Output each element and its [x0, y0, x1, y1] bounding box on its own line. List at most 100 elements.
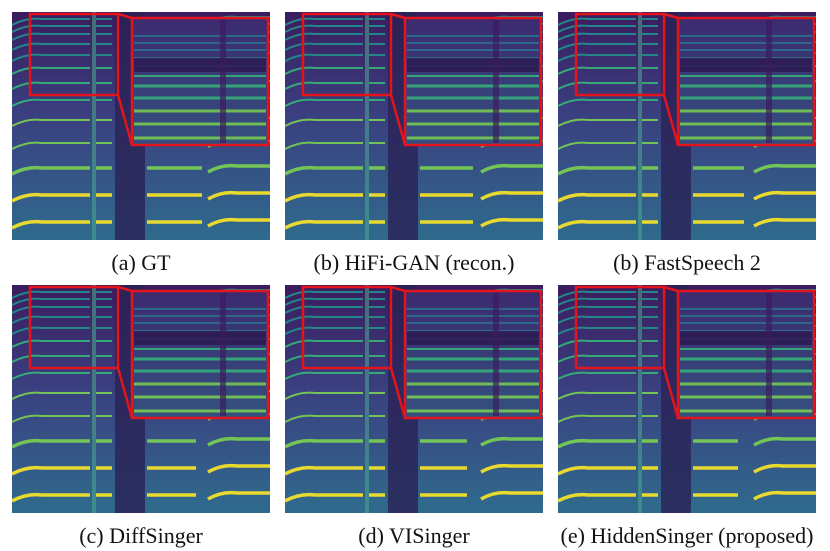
harmonic [285, 389, 543, 400]
inset-border [676, 289, 816, 420]
zoom-inset [132, 291, 268, 418]
inset-divider [493, 293, 499, 416]
harmonic [558, 369, 816, 380]
harmonic [285, 190, 543, 203]
zoom-source [301, 285, 393, 370]
harmonic [558, 139, 816, 150]
onset-band [92, 285, 96, 513]
zoom-source [28, 285, 120, 370]
harmonic [12, 463, 270, 476]
caption: (b) FastSpeech 2 [613, 250, 761, 275]
inset-border [676, 16, 816, 147]
zoom-connector [389, 367, 407, 419]
zoom-inset [678, 18, 814, 145]
inset-divider [493, 20, 499, 143]
harmonic [12, 412, 270, 423]
zoom-inset [132, 18, 268, 145]
zoom-connector [117, 12, 133, 20]
onset-band [638, 12, 642, 240]
harmonic [12, 139, 270, 150]
inset-bg [132, 291, 268, 418]
zoom-source [574, 12, 666, 97]
harmonic [285, 369, 543, 380]
harmonic [12, 389, 270, 400]
harmonic [558, 190, 816, 203]
spectrogram-panel [558, 12, 816, 240]
harmonic [285, 217, 543, 230]
inset-border [403, 289, 543, 420]
caption: (b) HiFi-GAN (recon.) [314, 250, 515, 275]
harmonic [558, 96, 816, 107]
harmonic [558, 490, 816, 503]
harmonic [285, 490, 543, 503]
zoom-source [574, 285, 666, 370]
zoom-connector [663, 12, 679, 20]
onset-band [92, 12, 96, 240]
harmonic [12, 217, 270, 230]
spectrogram-panel [285, 285, 543, 513]
inset-border [130, 16, 270, 147]
harmonic [285, 139, 543, 150]
inset-bg [405, 18, 541, 145]
inset-divider [766, 20, 772, 143]
harmonic [12, 163, 270, 176]
harmonic [558, 389, 816, 400]
zoom-connector [663, 285, 679, 293]
harmonic [285, 163, 543, 176]
harmonic [558, 463, 816, 476]
zoom-connector [389, 94, 407, 146]
zoom-inset [678, 291, 814, 418]
harmonic [558, 163, 816, 176]
zoom-source [301, 12, 393, 97]
harmonic [285, 96, 543, 107]
harmonic [285, 116, 543, 127]
zoom-connector [116, 94, 134, 146]
caption: (c) DiffSinger [79, 523, 203, 548]
harmonic [558, 436, 816, 449]
caption: (e) HiddenSinger (proposed) [561, 523, 814, 548]
zoom-connector [117, 285, 133, 293]
harmonic [12, 436, 270, 449]
inset-dark [134, 58, 266, 72]
inset-dark [134, 331, 266, 345]
inset-dark [407, 331, 539, 345]
harmonic [558, 412, 816, 423]
onset-band [638, 285, 642, 513]
inset-divider [220, 20, 226, 143]
harmonic [12, 190, 270, 203]
onset-band [365, 12, 369, 240]
harmonic [285, 412, 543, 423]
inset-divider [766, 293, 772, 416]
inset-bg [678, 18, 814, 145]
spectrogram-panel [12, 285, 270, 513]
inset-bg [132, 18, 268, 145]
inset-divider [220, 293, 226, 416]
caption: (a) GT [111, 250, 171, 275]
harmonic [12, 96, 270, 107]
zoom-inset [405, 291, 541, 418]
zoom-connector [390, 12, 406, 20]
zoom-connector [662, 367, 680, 419]
inset-dark [407, 58, 539, 72]
inset-dark [680, 331, 812, 345]
zoom-connector [390, 285, 406, 293]
inset-border [130, 289, 270, 420]
harmonic [285, 463, 543, 476]
harmonic [558, 116, 816, 127]
spectrogram-panel [12, 12, 270, 240]
inset-bg [678, 291, 814, 418]
onset-band [365, 285, 369, 513]
harmonic [12, 490, 270, 503]
harmonic [285, 436, 543, 449]
inset-border [403, 16, 543, 147]
caption: (d) VISinger [358, 523, 470, 548]
zoom-connector [662, 94, 680, 146]
harmonic [12, 116, 270, 127]
spectrogram-panel [558, 285, 816, 513]
harmonic [12, 369, 270, 380]
spectrogram-panel [285, 12, 543, 240]
zoom-connector [116, 367, 134, 419]
harmonic [558, 217, 816, 230]
inset-dark [680, 58, 812, 72]
